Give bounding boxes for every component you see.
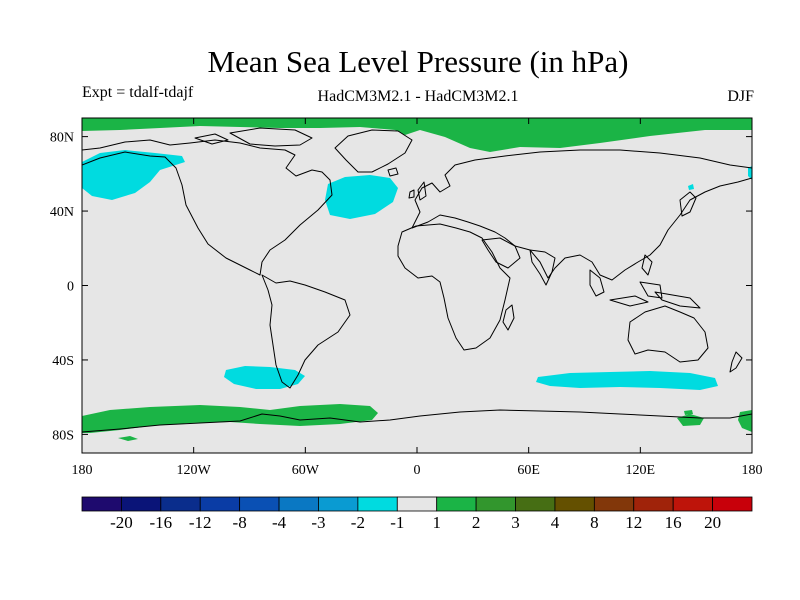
- iceland-coast: [387, 167, 399, 177]
- colorbar-label: 16: [665, 513, 682, 532]
- lat-tick-label: 80S: [52, 428, 74, 443]
- south-pacific-negative-anomaly: [224, 366, 305, 389]
- colorbar-swatch: [593, 496, 635, 512]
- colorbar-label: 12: [625, 513, 642, 532]
- north-atlantic-negative-anomaly: [325, 175, 398, 219]
- africa-coast: [397, 223, 511, 351]
- new-zealand-coast: [729, 351, 743, 373]
- colorbar-swatch: [81, 496, 122, 512]
- model-label: HadCM3M2.1 - HadCM3M2.1: [317, 88, 519, 105]
- greenland-coast: [334, 129, 413, 173]
- lon-tick-label: 180: [742, 463, 763, 478]
- colorbar-swatch: [318, 496, 359, 512]
- colorbar-label: -4: [272, 513, 287, 532]
- anomaly-fills: [82, 118, 752, 441]
- lon-tick-label: 0: [414, 463, 421, 478]
- colorbar-swatch: [160, 496, 201, 512]
- colorbar-swatch: [396, 496, 438, 512]
- lon-tick-label: 180: [72, 463, 93, 478]
- colorbar-swatch: [515, 496, 556, 512]
- lon-tick-label: 120W: [177, 463, 212, 478]
- lon-tick-label: 120E: [626, 463, 656, 478]
- antarctic-positive-anomaly-small: [118, 436, 138, 441]
- colorbar-swatch: [712, 496, 753, 512]
- lat-tick-label: 40S: [52, 354, 74, 369]
- lon-tick-label: 60W: [292, 463, 320, 478]
- south-indian-negative-anomaly: [536, 371, 718, 390]
- colorbar-label: 3: [511, 513, 520, 532]
- colorbar-swatch: [121, 496, 162, 512]
- colorbar-swatch: [633, 496, 674, 512]
- maritime-continent-coast: [589, 254, 701, 309]
- colorbar-swatch: [554, 496, 595, 512]
- colorbar: -20 -16 -12 -8 -4 -3 -2 -1 1 2 3 4 8 12 16 20: [81, 496, 753, 532]
- japan-coast: [679, 191, 697, 217]
- colorbar-swatch: [199, 496, 241, 512]
- north-pacific-negative-anomaly-east: [748, 166, 752, 180]
- arabia-coast: [481, 237, 521, 269]
- antarctic-positive-anomaly: [82, 404, 378, 433]
- colorbar-swatch: [278, 496, 319, 512]
- eurasia-coast: [411, 149, 752, 281]
- north-west-pacific-negative-dot: [688, 184, 694, 190]
- colorbar-label: -20: [110, 513, 133, 532]
- coastlines: [82, 127, 752, 433]
- latitude-axis: 80N 40N 0 40S 80S: [50, 131, 752, 443]
- colorbar-label: -12: [189, 513, 212, 532]
- australia-coast: [627, 305, 709, 363]
- plot-title: Mean Sea Level Pressure (in hPa): [207, 44, 629, 79]
- colorbar-label: -3: [311, 513, 325, 532]
- lat-tick-label: 80N: [50, 131, 74, 146]
- experiment-label: Expt = tdalf-tdajf: [82, 84, 194, 101]
- longitude-axis: 180 120W 60W 0 60E 120E 180: [72, 118, 763, 478]
- north-pacific-negative-anomaly: [82, 150, 185, 200]
- british-isles-coast: [408, 181, 427, 201]
- india-coast: [529, 249, 556, 286]
- season-label: DJF: [727, 88, 754, 105]
- arctic-positive-anomaly: [82, 118, 752, 152]
- map-background: [82, 118, 752, 453]
- colorbar-label: -2: [351, 513, 365, 532]
- colorbar-swatch: [239, 496, 280, 512]
- north-america-coast: [82, 139, 333, 276]
- colorbar-swatch: [436, 496, 477, 512]
- colorbar-swatch: [475, 496, 516, 512]
- lon-tick-label: 60E: [517, 463, 540, 478]
- ross-positive-anomaly-dot: [684, 410, 693, 415]
- colorbar-label: 8: [590, 513, 599, 532]
- colorbar-swatch: [672, 496, 713, 512]
- colorbar-label: -8: [233, 513, 247, 532]
- antarctica-coast: [82, 409, 752, 433]
- colorbar-label: -16: [149, 513, 172, 532]
- colorbar-label: -1: [390, 513, 404, 532]
- arctic-islands-coast: [194, 127, 313, 147]
- colorbar-swatch: [357, 496, 398, 512]
- colorbar-label: 2: [472, 513, 481, 532]
- south-america-coast: [261, 274, 351, 389]
- colorbar-label: 20: [704, 513, 721, 532]
- colorbar-label: 4: [551, 513, 560, 532]
- lat-tick-label: 40N: [50, 205, 74, 220]
- colorbar-label: 1: [432, 513, 441, 532]
- lat-tick-label: 0: [67, 280, 74, 295]
- madagascar-coast: [502, 304, 515, 331]
